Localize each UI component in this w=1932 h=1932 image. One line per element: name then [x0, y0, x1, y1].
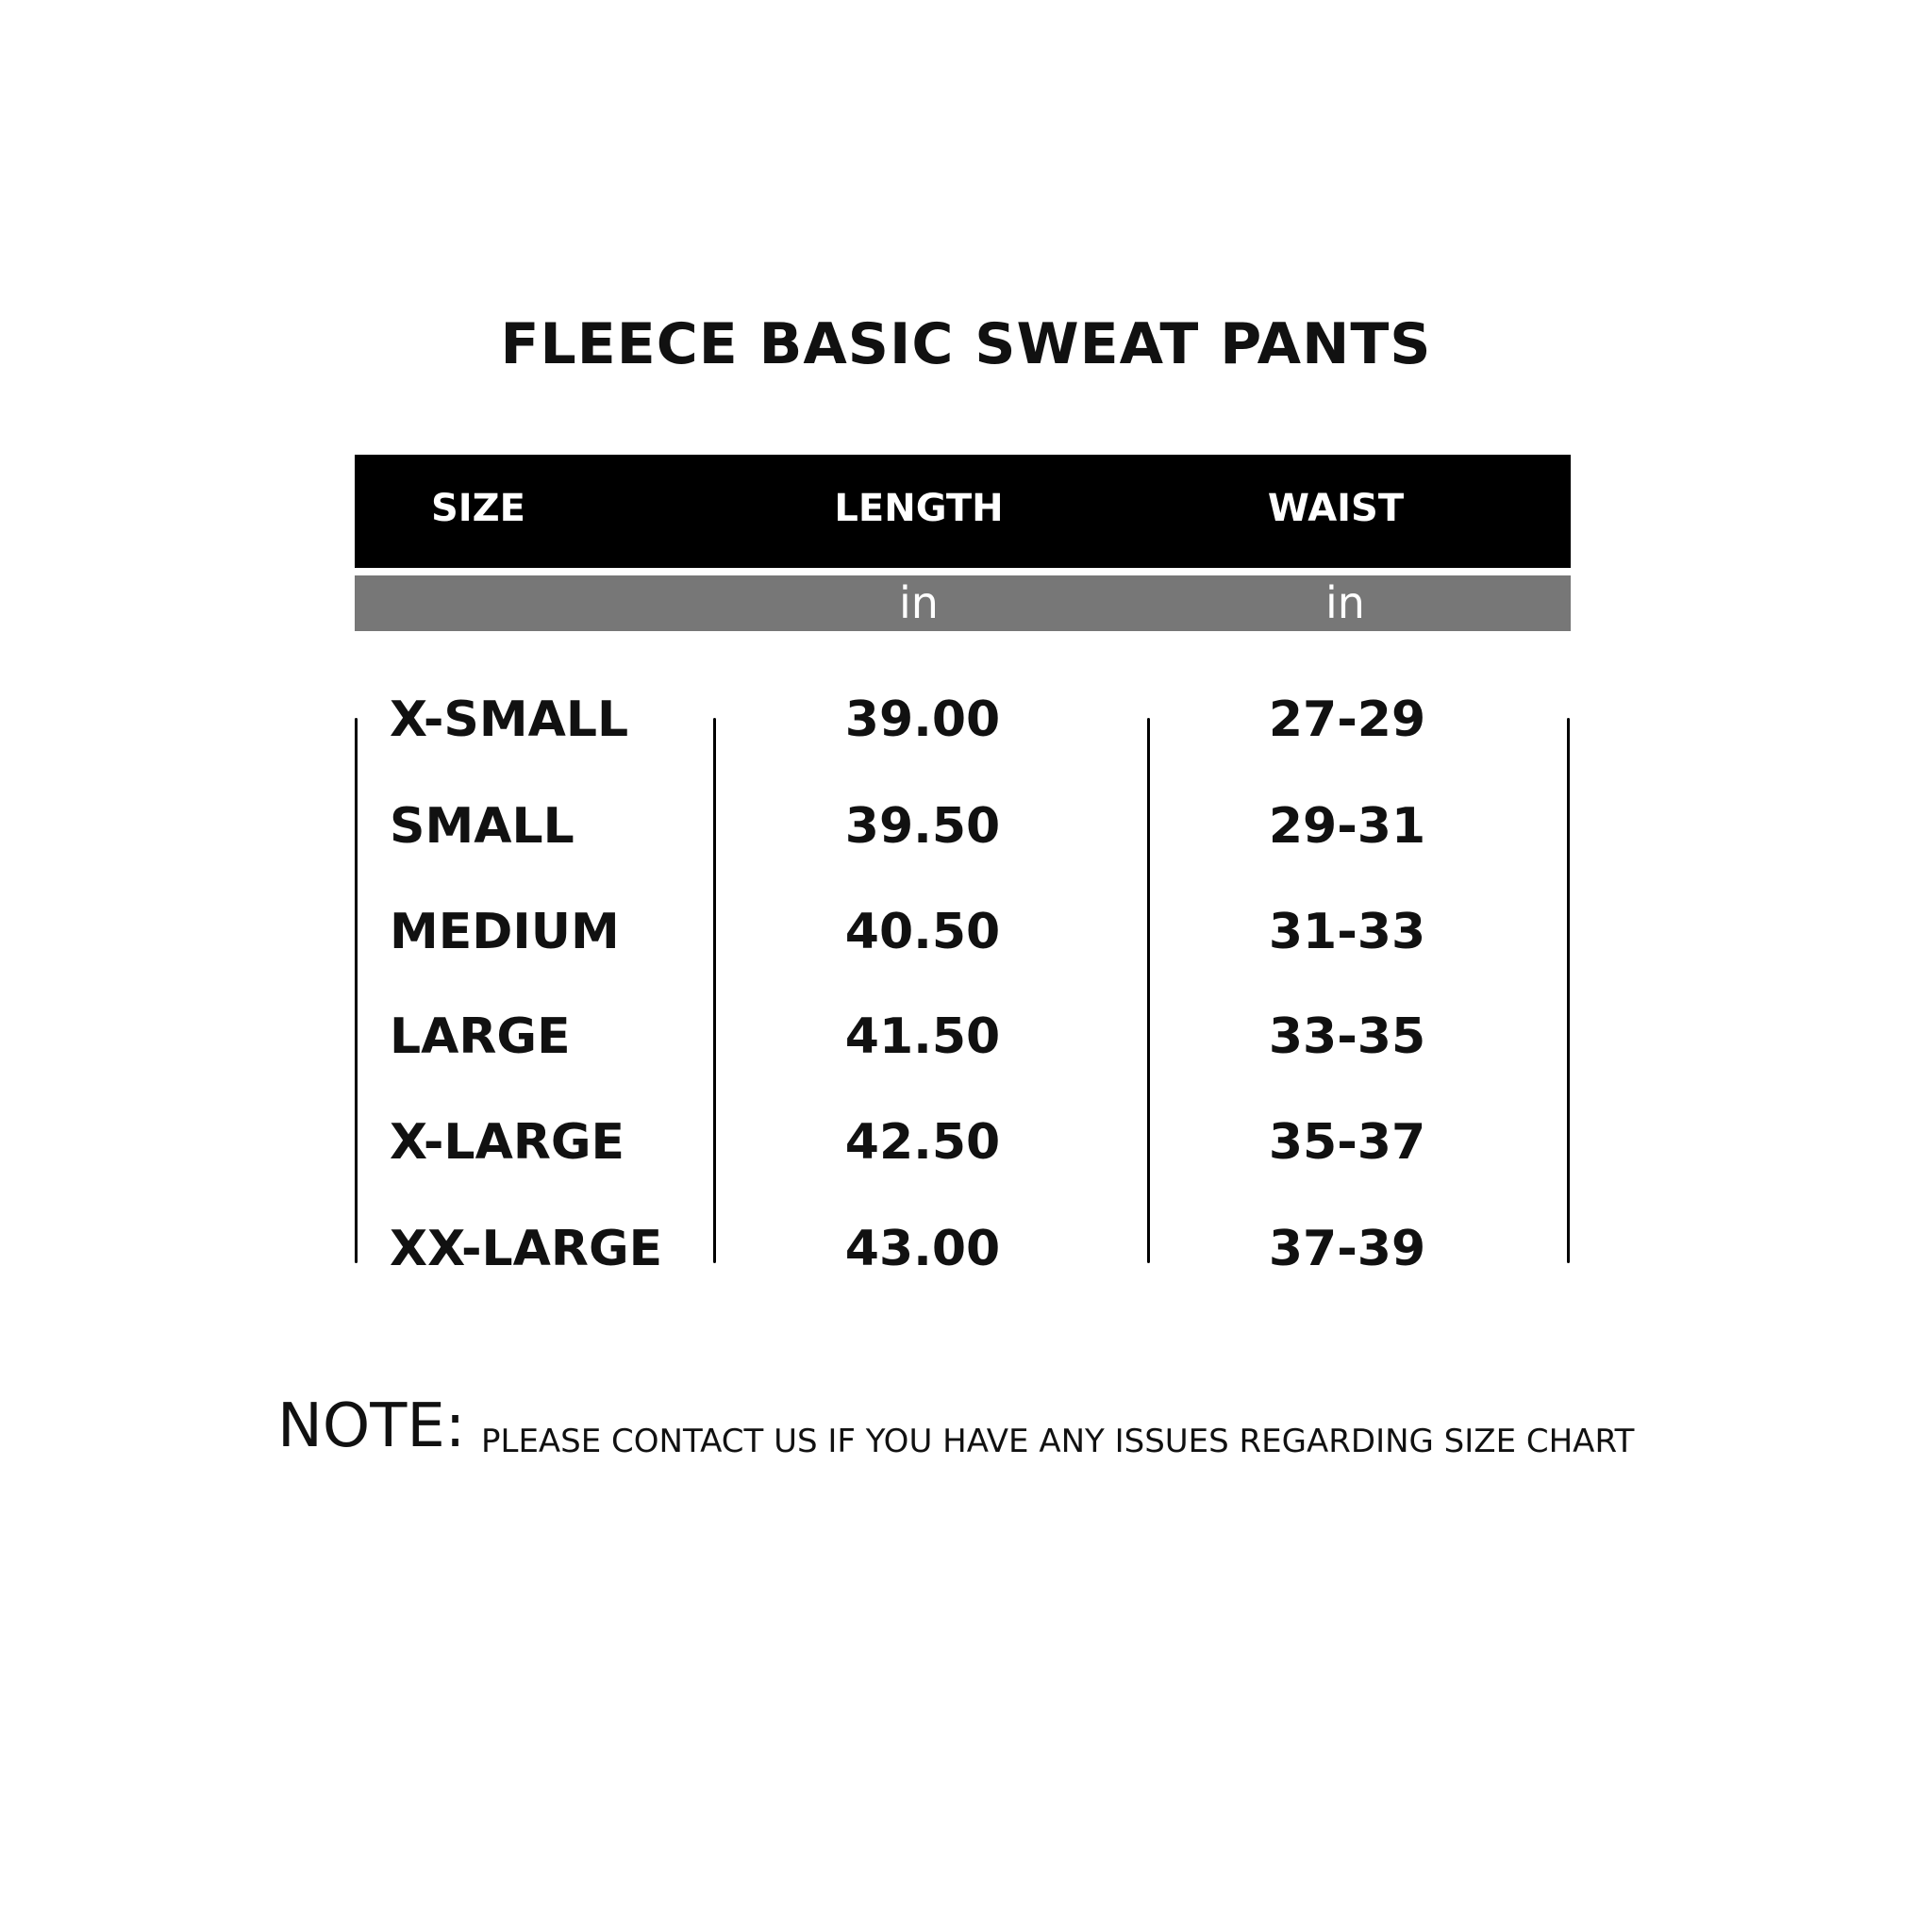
table-row: SMALL 39.50 29-31 [0, 798, 1932, 874]
table-row: X-LARGE 42.50 35-37 [0, 1114, 1932, 1190]
unit-length: in [899, 577, 939, 628]
column-divider [1147, 718, 1150, 1263]
column-divider [1567, 718, 1570, 1263]
cell-length: 39.00 [844, 691, 1001, 748]
column-divider [713, 718, 716, 1263]
column-divider [355, 718, 358, 1263]
cell-size: X-LARGE [390, 1114, 625, 1171]
unit-waist: in [1325, 577, 1365, 628]
cell-waist: 29-31 [1268, 798, 1426, 855]
cell-length: 39.50 [844, 798, 1001, 855]
cell-waist: 31-33 [1268, 904, 1426, 960]
table-row: XX-LARGE 43.00 37-39 [0, 1221, 1932, 1296]
header-length: LENGTH [834, 487, 1004, 530]
cell-length: 42.50 [844, 1114, 1001, 1171]
cell-size: XX-LARGE [390, 1221, 663, 1277]
header-waist: WAIST [1267, 487, 1405, 530]
cell-waist: 37-39 [1268, 1221, 1426, 1277]
cell-size: SMALL [390, 798, 575, 855]
table-row: X-SMALL 39.00 27-29 [0, 691, 1932, 767]
note-label: NOTE: [277, 1391, 466, 1461]
table-header: SIZE LENGTH WAIST [355, 455, 1571, 568]
cell-length: 43.00 [844, 1221, 1001, 1277]
table-row: MEDIUM 40.50 31-33 [0, 904, 1932, 979]
unit-row: in in [355, 575, 1571, 631]
cell-length: 40.50 [844, 904, 1001, 960]
note-text: PLEASE CONTACT US IF YOU HAVE ANY ISSUES… [481, 1423, 1635, 1460]
cell-waist: 35-37 [1268, 1114, 1426, 1171]
cell-waist: 27-29 [1268, 691, 1426, 748]
header-size: SIZE [430, 487, 526, 530]
cell-waist: 33-35 [1268, 1008, 1426, 1065]
cell-size: MEDIUM [390, 904, 620, 960]
cell-size: LARGE [390, 1008, 571, 1065]
cell-length: 41.50 [844, 1008, 1001, 1065]
cell-size: X-SMALL [390, 691, 629, 748]
page-title: FLEECE BASIC SWEAT PANTS [500, 311, 1432, 377]
table-row: LARGE 41.50 33-35 [0, 1008, 1932, 1084]
